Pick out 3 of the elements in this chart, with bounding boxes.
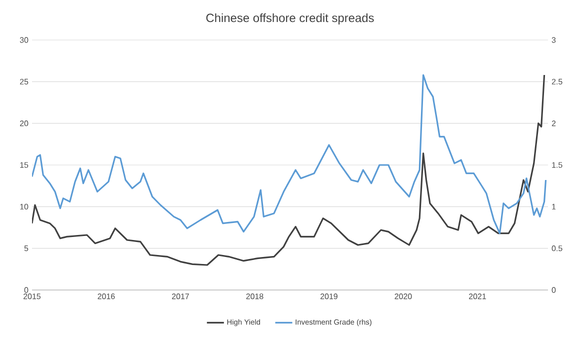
line-series [32,74,547,234]
line-series [32,74,546,266]
chart-title: Chinese offshore credit spreads [206,13,374,25]
